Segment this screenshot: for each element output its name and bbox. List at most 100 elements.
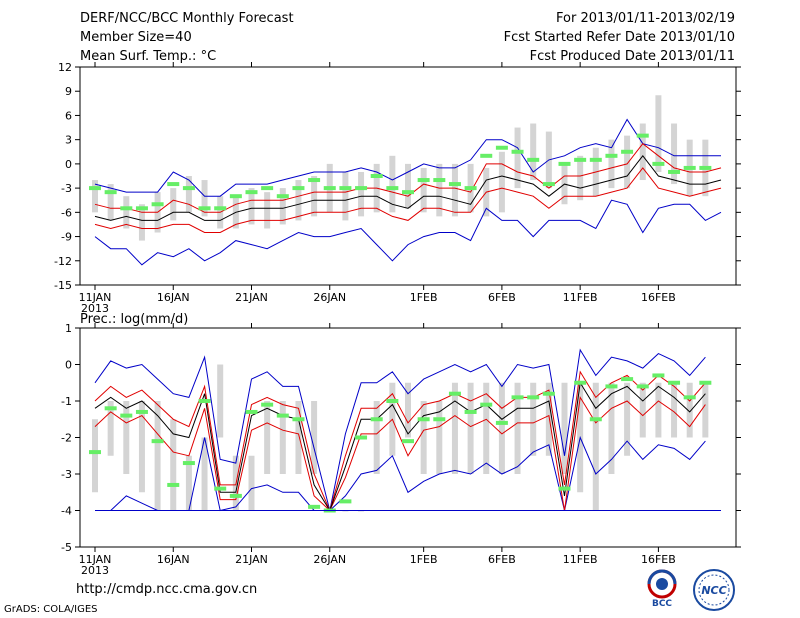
ncc-logo: NCC (693, 569, 735, 611)
median-marker (621, 377, 634, 382)
spread-box (530, 123, 537, 181)
median-marker (558, 486, 571, 491)
median-marker (652, 161, 665, 166)
y-tick-label: 9 (65, 85, 72, 98)
spread-box (264, 401, 271, 474)
median-marker (433, 417, 446, 422)
sd-high-line (94, 370, 706, 512)
x-tick-label: 16JAN (157, 291, 190, 304)
spread-box (686, 382, 693, 438)
y-tick-label: -12 (54, 255, 72, 268)
x-year-label: 2013 (81, 302, 109, 315)
x-tick-label: 26JAN (313, 291, 346, 304)
spread-box (624, 135, 631, 189)
spread-box (655, 382, 662, 438)
member-size: Member Size=40 (80, 30, 192, 45)
ncc-logo-text: NCC (701, 584, 726, 597)
median-marker (386, 399, 399, 403)
median-marker (668, 169, 681, 174)
spread-box (138, 401, 145, 493)
median-marker (370, 417, 383, 422)
y-tick-label: 3 (65, 134, 72, 147)
median-marker (89, 186, 101, 191)
median-marker (433, 178, 446, 183)
spread-box (138, 204, 145, 241)
median-marker (261, 186, 274, 191)
spread-box (185, 455, 192, 511)
median-marker (370, 174, 383, 178)
median-marker (104, 406, 117, 411)
spread-box (201, 180, 208, 217)
spread-box (342, 171, 349, 221)
median-marker (511, 149, 524, 154)
spread-box (545, 382, 552, 456)
spread-box (279, 188, 286, 225)
spread-box (295, 180, 302, 221)
median-marker (167, 182, 180, 187)
sd-low-line (94, 395, 706, 512)
spread-box (295, 401, 302, 474)
y-tick-label: -3 (61, 468, 72, 481)
y-tick-label: -1 (61, 395, 72, 408)
max-line (94, 118, 721, 197)
spread-box (405, 163, 411, 209)
plot-frame (79, 66, 737, 286)
median-marker (480, 153, 493, 158)
spread-box (311, 401, 318, 474)
spread-box (451, 163, 458, 217)
median-marker (308, 504, 321, 509)
y-tick-label: -5 (61, 541, 72, 554)
median-marker (167, 482, 180, 487)
median-marker (229, 194, 242, 199)
footer-url[interactable]: http://cmdp.ncc.cma.gov.cn (76, 582, 258, 597)
x-tick-label: 16JAN (157, 553, 190, 566)
median-marker (135, 206, 148, 211)
spread-box (170, 188, 177, 221)
y-tick-label: 0 (65, 359, 72, 372)
spread-box (170, 419, 177, 511)
spread-box (107, 184, 114, 221)
median-marker (448, 182, 461, 187)
median-marker (589, 157, 602, 162)
started-date: Fcst Started Refer Date 2013/01/10 (503, 30, 735, 45)
y-tick-label: -6 (61, 206, 72, 219)
panel-2: 1 0 -1 -2 -3 -4 -5 11JAN 16JAN 21JAN 26JAN 1FEB 6FEB… (61, 312, 741, 577)
y-tick-label: 6 (65, 109, 72, 122)
x-tick-label: 26JAN (313, 553, 346, 566)
spread-box (483, 382, 490, 474)
spread-box (671, 123, 678, 185)
median-marker (527, 157, 540, 162)
median-marker (245, 190, 258, 195)
spread-box (592, 382, 599, 511)
median-marker (135, 409, 148, 414)
spread-box (671, 382, 678, 438)
spread-box (624, 382, 631, 456)
y-tick-label: -4 (61, 505, 72, 518)
median-marker (464, 409, 477, 414)
median-marker (151, 202, 164, 207)
median-marker (89, 450, 101, 455)
median-marker (636, 384, 649, 389)
x-year-label: 2013 (81, 564, 109, 577)
spread-box (561, 382, 568, 474)
median-marker (261, 402, 274, 407)
x-tick-label: 1FEB (410, 291, 438, 304)
spread-box (264, 192, 271, 229)
median-marker (480, 402, 493, 407)
header-left: DERF/NCC/BCC Monthly Forecast Member Siz… (80, 10, 294, 67)
median-marker (402, 439, 414, 444)
spread-box (123, 401, 130, 474)
spread-box (373, 401, 380, 474)
median-marker (104, 190, 117, 195)
median-marker (245, 409, 258, 414)
header-right: For 2013/01/11-2013/02/19 Fcst Started R… (504, 10, 735, 67)
y-tick-label: -2 (61, 432, 72, 445)
median-marker (495, 145, 508, 150)
spread-box (358, 171, 365, 217)
median-marker (683, 165, 696, 170)
x-tick-label: 6FEB (488, 291, 516, 304)
spread-box (498, 151, 505, 213)
spread-box (405, 382, 411, 438)
median-marker (323, 186, 336, 191)
min-line (95, 435, 706, 512)
